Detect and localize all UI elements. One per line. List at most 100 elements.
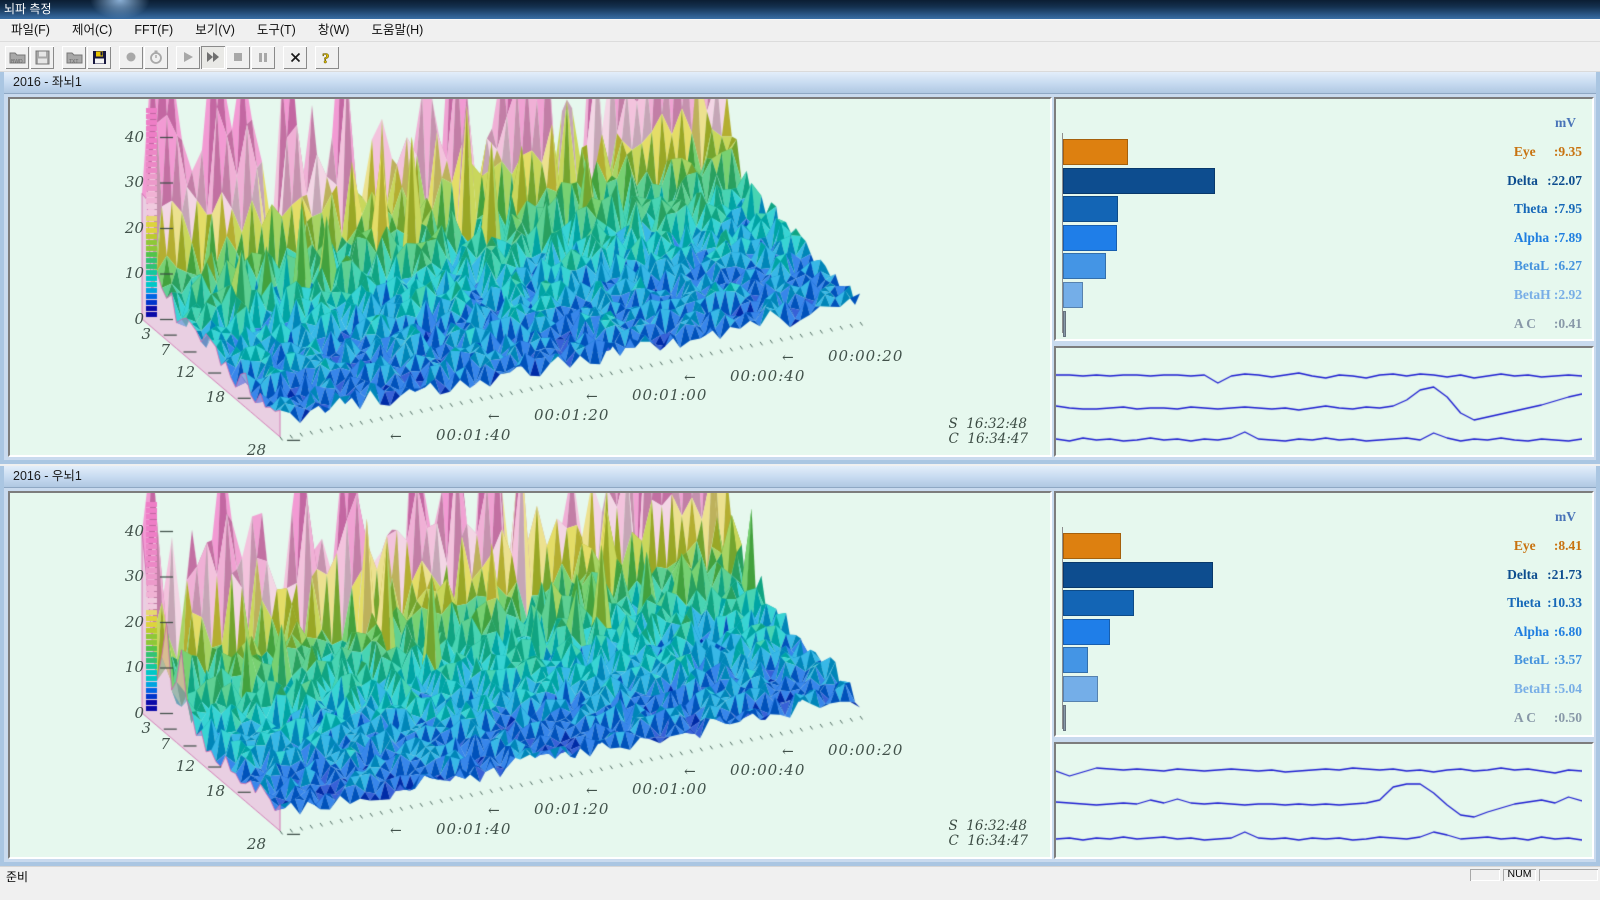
save-bwd-button[interactable] (30, 45, 54, 69)
betal-bar (1063, 647, 1088, 674)
freq-tick: 7 (160, 341, 170, 359)
close-button[interactable] (283, 45, 307, 69)
eye-bar (1063, 139, 1128, 165)
freq-tick: 18 (205, 388, 225, 406)
freq-tick: 12 (175, 363, 195, 381)
alpha-value-label: Alpha:6.80 (1513, 623, 1582, 639)
time-arrow-icon: ← (586, 389, 598, 405)
fast-forward-icon (206, 51, 220, 63)
floppy-color-icon (92, 50, 107, 65)
menu-file[interactable]: 파일(F) (11, 23, 50, 37)
betah-value-label: BetaH:5.04 (1513, 681, 1582, 696)
help-button[interactable]: ? (315, 45, 339, 69)
status-message: 준비 (6, 870, 29, 884)
window-titlebar[interactable]: 뇌파 측정 (0, 0, 1600, 19)
ac-bar (1063, 310, 1066, 337)
delta-value-label: Delta:22.07 (1507, 172, 1582, 188)
folder-bwd-icon: BWD (9, 50, 26, 65)
time-arrow-icon: ← (684, 370, 696, 386)
time-arrow-icon: ← (390, 823, 402, 839)
record-button[interactable] (119, 45, 143, 69)
eeg-trace-canvas (1056, 744, 1582, 857)
menubar: 파일(F) 제어(C) FFT(F) 보기(V) 도구(T) 창(W) 도움말(… (0, 19, 1600, 42)
stop-button[interactable] (226, 45, 250, 69)
pause-button[interactable] (251, 45, 275, 69)
child-body: 0 10 20 30 40 3 7 12 18 28 ← ← ← ← ← 00:… (4, 94, 1596, 460)
time-arrow-icon: ← (782, 744, 794, 760)
statusbar: 준비 NUM (0, 866, 1600, 884)
x-mark-icon (290, 52, 301, 63)
delta-value-label: Delta:21.73 (1507, 566, 1582, 582)
menu-help[interactable]: 도움말(H) (371, 23, 424, 37)
stopwatch-icon (149, 50, 163, 64)
mdi-child-left-brain: 2016 - 좌뇌1 0 10 20 30 40 3 7 12 18 28 ← … (0, 72, 1600, 464)
time-arrow-icon: ← (488, 409, 500, 425)
alpha-value-label: Alpha:7.89 (1513, 229, 1582, 245)
amp-tick: 0 (134, 704, 144, 722)
open-bwd-button[interactable]: BWD (5, 45, 29, 69)
time-arrow-icon: ← (782, 350, 794, 366)
eeg-trace-panel (1054, 742, 1594, 859)
betah-bar (1063, 282, 1084, 308)
amp-tick: 20 (124, 613, 144, 631)
betah-value-label: BetaH:2.92 (1513, 287, 1582, 302)
bar-axis-line (1062, 133, 1063, 333)
unit-label: mV (1555, 115, 1576, 130)
time-tick: 00:01:20 (534, 800, 610, 818)
ac-value-label: A C:0.50 (1513, 709, 1582, 725)
toolbar: BWD TXT? (0, 43, 1600, 72)
recording-timestamps: S 16:32:48 C 16:34:47 (948, 818, 1028, 849)
open-txt-button[interactable]: TXT (62, 45, 86, 69)
theta-value-label: Theta:7.95 (1513, 201, 1582, 217)
stop-icon (233, 52, 243, 62)
svg-text:BWD: BWD (11, 59, 23, 65)
recording-timestamps: S 16:32:48 C 16:34:47 (948, 416, 1028, 447)
menu-fft[interactable]: FFT(F) (134, 23, 174, 37)
timer-button[interactable] (144, 45, 168, 69)
eye-bar (1063, 533, 1122, 559)
menu-window[interactable]: 창(W) (317, 23, 350, 37)
child-title-label: 2016 - 우뇌1 (13, 469, 82, 483)
save-txt-button[interactable] (87, 45, 111, 69)
play-button[interactable] (176, 45, 200, 69)
menu-view[interactable]: 보기(V) (195, 23, 235, 37)
freq-tick: 3 (141, 719, 151, 737)
child-titlebar[interactable]: 2016 - 우뇌1 (4, 466, 1596, 488)
time-tick: 00:00:40 (730, 761, 806, 779)
pause-icon (258, 52, 268, 63)
status-pane-empty (1539, 869, 1598, 881)
unit-label: mV (1555, 509, 1576, 524)
menu-control[interactable]: 제어(C) (71, 23, 113, 37)
freq-tick: 12 (175, 757, 195, 775)
child-titlebar[interactable]: 2016 - 좌뇌1 (4, 72, 1596, 94)
spectrogram-3d-canvas (10, 493, 1050, 857)
betal-value-label: BetaL:3.57 (1513, 652, 1582, 668)
eye-value-label: Eye:9.35 (1513, 144, 1582, 159)
time-arrow-icon: ← (684, 764, 696, 780)
time-tick: 00:00:40 (730, 367, 806, 385)
ac-bar (1063, 704, 1067, 731)
alpha-bar (1063, 618, 1110, 645)
child-body: 0 10 20 30 40 3 7 12 18 28 ← ← ← ← ← 00:… (4, 488, 1596, 862)
amp-tick: 40 (124, 522, 144, 540)
betal-bar (1063, 253, 1107, 280)
eeg-trace-panel (1054, 346, 1594, 457)
menu-tools[interactable]: 도구(T) (256, 23, 296, 37)
window-title: 뇌파 측정 (4, 2, 52, 16)
ac-value-label: A C:0.41 (1513, 315, 1582, 331)
theta-bar (1063, 196, 1118, 223)
status-pane-empty (1470, 869, 1500, 881)
time-tick: 00:01:00 (632, 386, 708, 404)
amp-tick: 10 (124, 658, 144, 676)
time-tick: 00:01:20 (534, 406, 610, 424)
svg-text:TXT: TXT (69, 59, 78, 65)
fast-forward-button[interactable] (201, 45, 225, 69)
freq-tick: 28 (246, 835, 266, 853)
freq-tick: 28 (246, 441, 266, 459)
amp-tick: 30 (124, 173, 144, 191)
mdi-child-right-brain: 2016 - 우뇌1 0 10 20 30 40 3 7 12 18 28 ← … (0, 466, 1600, 866)
titlebar-glass-highlight (90, 0, 150, 19)
delta-bar (1063, 561, 1213, 588)
spectrogram-3d-panel: 0 10 20 30 40 3 7 12 18 28 ← ← ← ← ← 00:… (8, 491, 1052, 859)
